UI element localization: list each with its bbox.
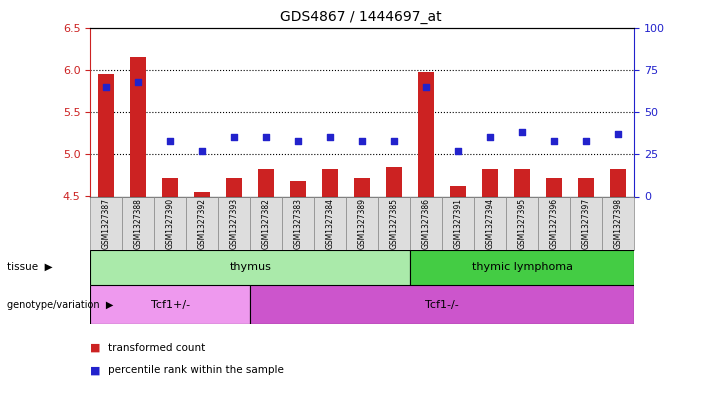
Text: percentile rank within the sample: percentile rank within the sample [108, 365, 284, 375]
Point [357, 138, 368, 144]
Text: GSM1327383: GSM1327383 [293, 198, 303, 249]
Text: ■: ■ [90, 365, 101, 375]
Bar [578, 178, 594, 196]
Text: GSM1327385: GSM1327385 [390, 198, 399, 249]
Text: GSM1327395: GSM1327395 [518, 198, 527, 249]
Bar [90, 196, 122, 250]
Point [100, 83, 112, 90]
Text: GSM1327386: GSM1327386 [422, 198, 431, 249]
Bar [162, 178, 178, 196]
Bar [410, 250, 634, 285]
Text: genotype/variation  ▶: genotype/variation ▶ [7, 299, 114, 310]
Text: GSM1327392: GSM1327392 [198, 198, 207, 249]
Bar [226, 178, 242, 196]
Bar [611, 169, 627, 196]
Point [133, 79, 144, 85]
Point [164, 138, 176, 144]
Text: thymic lymphoma: thymic lymphoma [472, 262, 573, 272]
Bar [443, 196, 474, 250]
Text: ■: ■ [90, 343, 101, 353]
Text: GSM1327391: GSM1327391 [454, 198, 463, 249]
Point [389, 138, 400, 144]
Bar [386, 167, 402, 196]
Point [453, 148, 464, 154]
Text: GSM1327388: GSM1327388 [133, 198, 143, 249]
Bar [90, 285, 250, 324]
Text: GSM1327384: GSM1327384 [326, 198, 335, 249]
Bar [90, 250, 410, 285]
Bar [218, 196, 250, 250]
Text: GSM1327387: GSM1327387 [102, 198, 110, 249]
Bar [379, 196, 410, 250]
Bar [506, 196, 539, 250]
Text: GSM1327398: GSM1327398 [614, 198, 623, 249]
Bar [354, 178, 371, 196]
Bar [482, 169, 498, 196]
Text: Tcf1+/-: Tcf1+/- [151, 299, 190, 310]
Bar [194, 192, 211, 196]
Text: thymus: thymus [229, 262, 271, 272]
Bar [514, 169, 531, 196]
Bar [282, 196, 314, 250]
Text: GSM1327393: GSM1327393 [230, 198, 239, 249]
Text: GSM1327397: GSM1327397 [582, 198, 591, 249]
Bar [291, 181, 306, 196]
Text: GSM1327394: GSM1327394 [486, 198, 495, 249]
Text: GSM1327382: GSM1327382 [262, 198, 271, 249]
Bar [154, 196, 186, 250]
Bar [258, 169, 274, 196]
Point [260, 134, 272, 140]
Text: GSM1327396: GSM1327396 [550, 198, 559, 249]
Text: GSM1327389: GSM1327389 [358, 198, 367, 249]
Point [229, 134, 240, 140]
Point [420, 83, 432, 90]
Text: tissue  ▶: tissue ▶ [7, 262, 53, 272]
Bar [547, 178, 562, 196]
Point [549, 138, 560, 144]
Point [580, 138, 592, 144]
Point [485, 134, 496, 140]
Point [613, 131, 624, 137]
Bar [474, 196, 506, 250]
Bar [322, 169, 338, 196]
Bar [451, 185, 466, 196]
Text: transformed count: transformed count [108, 343, 205, 353]
Bar [418, 72, 434, 196]
Bar [122, 196, 154, 250]
Text: Tcf1-/-: Tcf1-/- [425, 299, 459, 310]
Bar [570, 196, 603, 250]
Text: GDS4867 / 1444697_at: GDS4867 / 1444697_at [280, 10, 441, 24]
Point [517, 129, 528, 136]
Bar [186, 196, 218, 250]
Bar [131, 57, 146, 196]
Text: GSM1327390: GSM1327390 [166, 198, 174, 249]
Bar [410, 196, 443, 250]
Bar [250, 196, 282, 250]
Bar [98, 74, 114, 196]
Point [196, 148, 208, 154]
Point [324, 134, 336, 140]
Bar [314, 196, 346, 250]
Bar [539, 196, 570, 250]
Point [293, 138, 304, 144]
Bar [346, 196, 379, 250]
Bar [250, 285, 634, 324]
Bar [603, 196, 634, 250]
